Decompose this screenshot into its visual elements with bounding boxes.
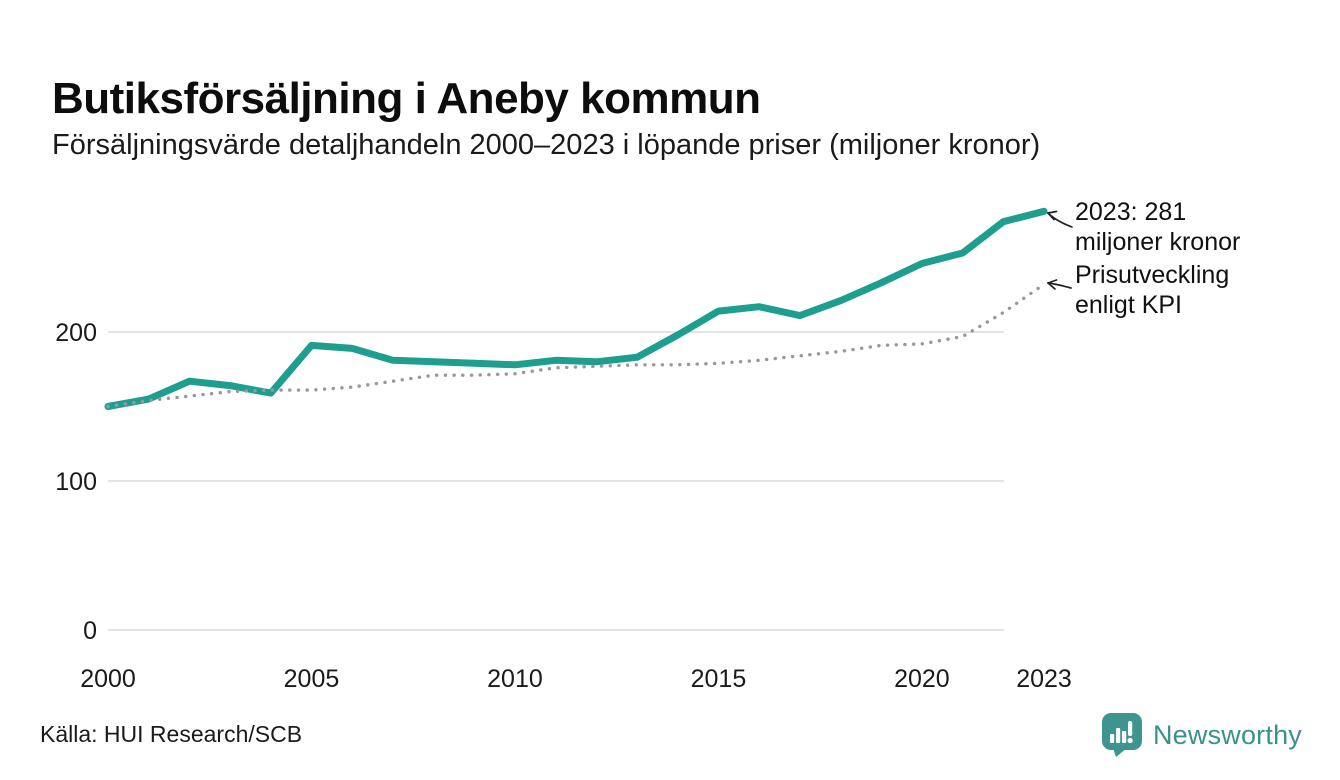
newsworthy-chart-bubble-icon bbox=[1101, 713, 1142, 757]
newsworthy-logo: Newsworthy bbox=[1100, 712, 1302, 758]
annotation-arrow-kpi bbox=[1047, 279, 1058, 284]
annotation-sales-2023: 2023: 281 miljoner kronor bbox=[1075, 197, 1240, 257]
x-tick-label-2010: 2010 bbox=[487, 665, 543, 693]
x-tick-label-2005: 2005 bbox=[284, 665, 340, 693]
x-tick-label-2015: 2015 bbox=[691, 665, 747, 693]
source-note: Källa: HUI Research/SCB bbox=[40, 721, 303, 747]
series-line-kpi bbox=[106, 282, 1046, 409]
annotation-arrow-sales bbox=[1047, 212, 1073, 228]
series-line-sales bbox=[104, 207, 1048, 410]
annotation-sales-line2: miljoner kronor bbox=[1075, 228, 1241, 256]
annotation-arrow-sales bbox=[1047, 212, 1055, 221]
newsworthy-wordmark: Newsworthy bbox=[1152, 719, 1302, 750]
chart-subtitle: Försäljningsvärde detaljhandeln 2000–202… bbox=[52, 129, 1041, 161]
annotation-kpi-line1: Prisutveckling bbox=[1075, 261, 1230, 289]
y-tick-label-100: 100 bbox=[55, 468, 97, 496]
annotation-sales-line1: 2023: 281 bbox=[1075, 198, 1187, 226]
x-tick-label-2000: 2000 bbox=[80, 665, 136, 693]
chart-title: Butiksförsäljning i Aneby kommun bbox=[52, 74, 761, 124]
x-tick-label-2020: 2020 bbox=[894, 665, 950, 693]
annotation-arrow-kpi bbox=[1047, 282, 1056, 290]
y-tick-label-200: 200 bbox=[55, 319, 97, 347]
y-tick-label-0: 0 bbox=[83, 617, 97, 645]
annotation-kpi-line2: enligt KPI bbox=[1075, 291, 1183, 319]
annotation-kpi: Prisutveckling enligt KPI bbox=[1075, 260, 1229, 320]
x-tick-label-2023: 2023 bbox=[1016, 665, 1072, 693]
annotation-arrow-sales bbox=[1047, 210, 1058, 214]
